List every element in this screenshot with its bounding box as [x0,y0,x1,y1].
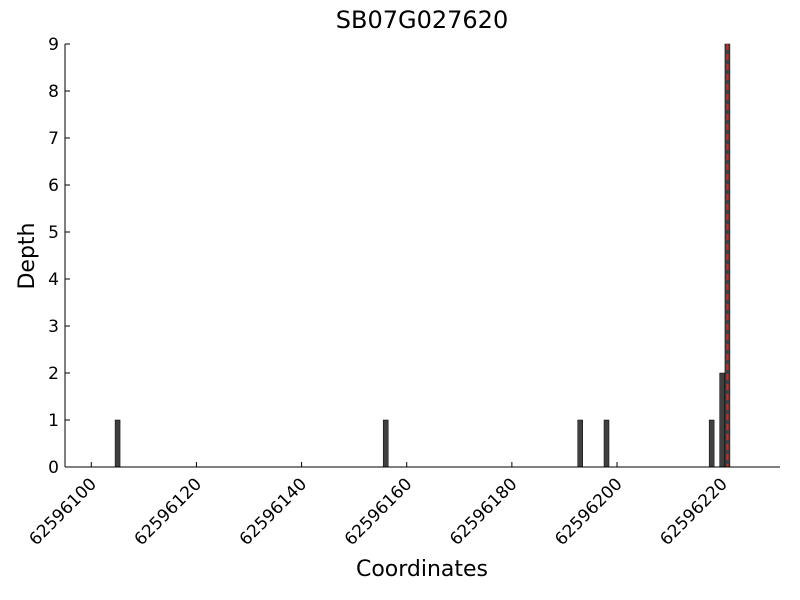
y-tick-label: 7 [48,129,59,149]
y-tick-label: 6 [48,176,59,196]
bar [577,419,583,468]
y-tick-label: 8 [48,82,59,102]
x-tick-label: 62596120 [131,474,206,549]
y-tick-label: 1 [48,411,59,431]
x-tick-label: 62596200 [551,474,626,549]
x-axis-label: Coordinates [356,557,488,582]
chart-title: SB07G027620 [336,6,508,34]
bar [719,372,725,468]
bar [603,419,610,468]
y-tick-label: 5 [48,223,59,243]
x-tick-label: 62596140 [236,474,311,549]
x-tick-label: 62596100 [25,474,100,549]
bar [382,419,389,468]
bar [708,419,715,468]
y-tick-label: 0 [48,458,59,478]
x-tick-label: 62596220 [656,474,731,549]
y-tick-label: 3 [48,317,59,337]
x-tick-label: 62596160 [341,474,416,549]
bar [114,419,121,468]
y-tick-label: 9 [48,35,59,55]
x-tick-label: 62596180 [446,474,521,549]
y-axis-label: Depth [15,222,40,289]
y-tick-label: 2 [48,364,59,384]
y-tick-label: 4 [48,270,59,290]
